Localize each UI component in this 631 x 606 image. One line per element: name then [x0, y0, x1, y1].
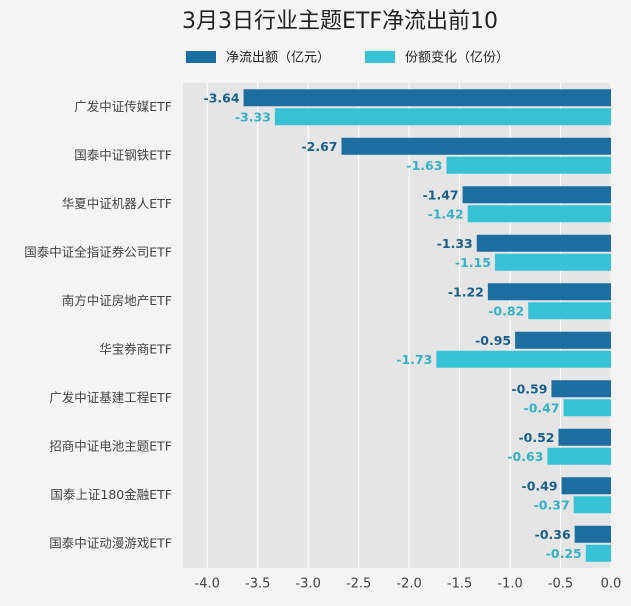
y-tick-label: 南方中证房地产ETF [62, 293, 172, 308]
y-tick-label: 招商中证电池主题ETF [49, 438, 172, 453]
bar [467, 205, 611, 223]
bar [551, 380, 611, 398]
bar [528, 302, 611, 320]
value-label: -1.22 [448, 284, 484, 299]
y-tick-label: 国泰上证180金融ETF [50, 487, 172, 502]
bar [274, 108, 611, 126]
plot-area [183, 83, 612, 568]
bar [515, 331, 611, 349]
value-label: -1.63 [406, 158, 442, 173]
value-label: -0.49 [522, 478, 558, 493]
legend-swatch [365, 51, 395, 63]
value-label: -1.33 [437, 236, 473, 251]
value-label: -1.42 [428, 206, 464, 221]
x-tick-label: -2.5 [346, 577, 371, 592]
x-tick-label: 0.0 [601, 577, 622, 592]
value-label: -0.37 [534, 497, 570, 512]
bar [446, 156, 611, 174]
bar [476, 234, 611, 252]
legend-label: 份额变化（亿份） [405, 50, 509, 66]
x-tick-label: -1.5 [447, 577, 472, 592]
value-label: -0.59 [511, 381, 547, 396]
value-label: -3.64 [204, 90, 240, 105]
value-label: -0.47 [524, 400, 560, 415]
chart-title: 3月3日行业主题ETF净流出前10 [182, 9, 498, 34]
value-label: -1.15 [455, 255, 491, 270]
x-tick-label: -2.0 [396, 577, 421, 592]
bar [574, 525, 611, 543]
bar [436, 350, 611, 368]
bar [341, 137, 611, 155]
x-tick-label: -3.5 [245, 577, 270, 592]
bar [547, 447, 611, 465]
value-label: -0.82 [488, 303, 524, 318]
bar [558, 428, 611, 446]
bar [585, 544, 611, 562]
bar [462, 186, 611, 204]
bar [243, 89, 611, 107]
y-tick-label: 国泰中证钢铁ETF [74, 147, 172, 162]
legend-label: 净流出额（亿元） [226, 51, 330, 66]
value-label: -3.33 [235, 109, 271, 124]
bar [561, 477, 611, 495]
y-tick-label: 华夏中证机器人ETF [62, 196, 172, 211]
x-tick-label: -1.0 [497, 577, 522, 592]
value-label: -0.95 [475, 333, 511, 348]
x-tick-label: -0.5 [548, 577, 573, 592]
y-tick-label: 国泰中证动漫游戏ETF [49, 535, 172, 550]
x-tick-label: -3.0 [295, 577, 320, 592]
bar [573, 496, 611, 514]
value-label: -2.67 [301, 139, 337, 154]
value-label: -0.52 [518, 430, 554, 445]
value-label: -1.73 [396, 352, 432, 367]
y-tick-label: 国泰中证全指证券公司ETF [24, 244, 172, 259]
y-tick-label: 广发中证传媒ETF [74, 99, 172, 114]
value-label: -0.25 [546, 546, 582, 561]
value-label: -0.36 [535, 527, 571, 542]
value-label: -0.63 [507, 449, 543, 464]
value-label: -1.47 [423, 187, 459, 202]
legend-swatch [186, 51, 216, 63]
x-tick-label: -4.0 [195, 577, 220, 592]
y-tick-label: 华宝券商ETF [99, 341, 172, 356]
bar [494, 253, 611, 271]
y-tick-label: 广发中证基建工程ETF [49, 390, 172, 405]
bar [563, 399, 611, 417]
bar [487, 283, 611, 301]
